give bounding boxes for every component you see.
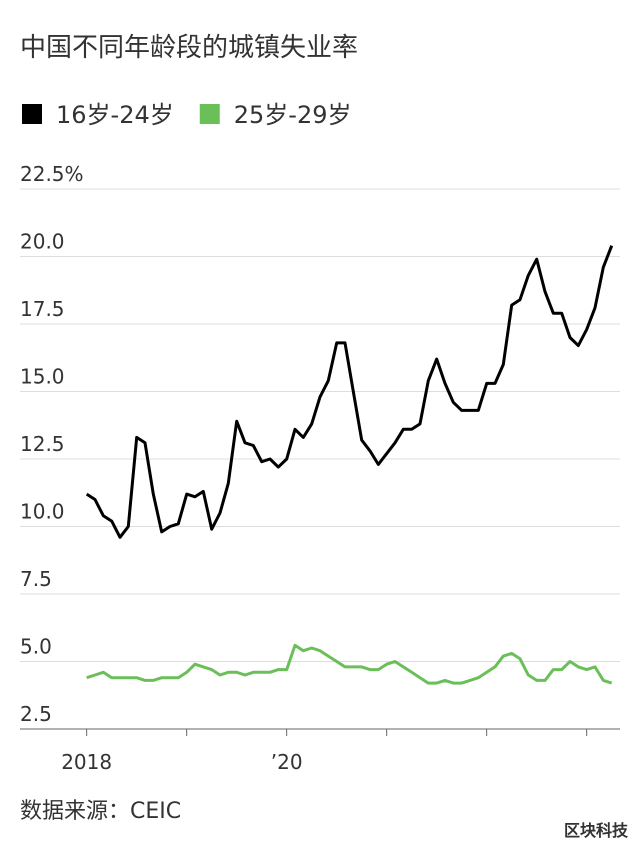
series-line — [86, 643, 613, 685]
series-line — [85, 245, 614, 539]
y-tick-label: 22.5% — [20, 162, 84, 186]
x-tick-label: 2018 — [61, 750, 112, 774]
chart-title: 中国不同年龄段的城镇失业率 — [20, 33, 358, 63]
y-tick-label: 12.5 — [20, 432, 65, 456]
y-tick-label: 5.0 — [20, 635, 52, 659]
watermark: 区块科技 — [564, 821, 629, 840]
legend-label: 16岁-24岁 — [56, 101, 174, 129]
legend-swatch — [22, 104, 42, 124]
legend-swatch — [199, 104, 220, 124]
legend-label: 25岁-29岁 — [234, 101, 352, 129]
y-tick-label: 20.0 — [20, 230, 65, 254]
y-tick-label: 2.5 — [20, 702, 52, 726]
y-tick-label: 17.5 — [20, 297, 65, 321]
x-tick-label: ’20 — [271, 750, 303, 774]
y-tick-label: 15.0 — [20, 365, 65, 389]
y-tick-label: 10.0 — [20, 500, 65, 524]
y-tick-label: 7.5 — [20, 567, 52, 591]
source: 数据来源：CEIC — [20, 799, 181, 824]
